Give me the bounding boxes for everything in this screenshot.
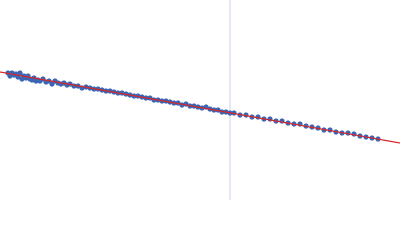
data-point (17, 70, 23, 76)
chart (0, 0, 400, 200)
page: {"chart_data": {"type": "scatter", "xlim… (0, 0, 400, 200)
fit-line (0, 71, 400, 144)
